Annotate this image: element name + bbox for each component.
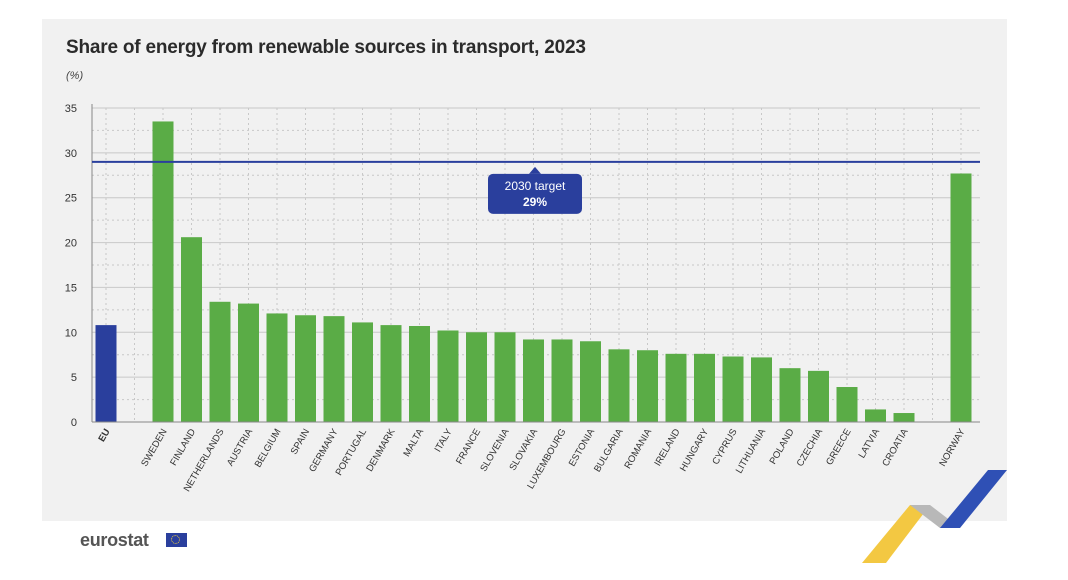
x-tick-label: CZECHIA	[795, 426, 826, 468]
x-tick-label: DENMARK	[364, 426, 398, 473]
x-tick-label: LATVIA	[857, 426, 883, 460]
x-tick-label: POLAND	[768, 427, 797, 466]
x-tick-label: FINLAND	[168, 427, 198, 468]
bar-belgium	[266, 313, 288, 422]
x-tick-label: SLOVAKIA	[507, 426, 540, 472]
bar-ireland	[665, 353, 687, 422]
bar-portugal	[352, 322, 373, 422]
x-tick-label: AUSTRIA	[225, 426, 255, 468]
target-value-label: 29%	[523, 195, 547, 209]
bar-bulgaria	[608, 349, 630, 422]
y-tick-label: 35	[65, 103, 77, 115]
x-tick-label: BULGARIA	[592, 426, 626, 474]
x-tick-label: CYPRUS	[710, 427, 739, 467]
bar-lithuania	[751, 357, 772, 422]
bar-malta	[409, 326, 430, 422]
bar-netherlands	[209, 301, 231, 422]
x-tick-label: BELGIUM	[253, 427, 284, 470]
bar-denmark	[380, 325, 402, 422]
x-tick-label: CROATIA	[880, 426, 911, 468]
x-tick-label: NORWAY	[937, 426, 968, 468]
x-tick-label: EU	[96, 427, 112, 444]
x-tick-label: ITALY	[433, 426, 455, 454]
bar-eu	[95, 325, 117, 422]
bar-czechia	[808, 370, 829, 422]
bar-greece	[836, 387, 858, 422]
eurostat-logo-text: eurostat	[80, 530, 149, 550]
bar-spain	[295, 315, 316, 422]
y-tick-label: 0	[71, 417, 77, 429]
eu-flag-icon	[166, 533, 187, 547]
chart-panel	[42, 19, 1007, 521]
bar-poland	[779, 368, 801, 422]
eurostat-corner-logo-icon	[862, 470, 1007, 563]
x-tick-label: ESTONIA	[567, 426, 598, 468]
x-tick-label: SWEDEN	[139, 427, 169, 469]
bar-finland	[181, 237, 202, 422]
bar-cyprus	[722, 356, 744, 422]
x-tick-label: SPAIN	[289, 427, 312, 457]
target-callout	[488, 173, 582, 214]
target-callout-pointer	[529, 166, 541, 174]
target-label: 2030 target	[505, 179, 566, 193]
bar-slovenia	[494, 332, 516, 422]
x-tick-label: HUNGARY	[678, 426, 712, 473]
x-tick-label: GREECE	[824, 427, 854, 467]
bar-sweden	[152, 121, 174, 422]
bar-romania	[637, 350, 658, 422]
y-tick-label: 5	[71, 372, 77, 384]
x-tick-label: LITHUANIA	[734, 426, 769, 475]
x-tick-label: MALTA	[401, 426, 426, 458]
bar-italy	[437, 330, 459, 422]
y-tick-label: 25	[65, 193, 77, 205]
bar-estonia	[580, 341, 601, 422]
x-tick-label: IRELAND	[652, 427, 682, 468]
bar-germany	[323, 316, 345, 422]
y-tick-label: 30	[65, 148, 77, 160]
y-tick-label: 20	[65, 238, 77, 250]
chart-title: Share of energy from renewable sources i…	[66, 37, 586, 58]
bar-luxembourg	[551, 339, 573, 422]
unit-label: (%)	[66, 70, 84, 82]
bar-hungary	[694, 353, 715, 422]
y-tick-label: 10	[65, 327, 77, 339]
bar-slovakia	[523, 339, 544, 422]
bar-france	[466, 332, 487, 422]
bar-latvia	[865, 409, 886, 422]
bar-croatia	[893, 413, 915, 422]
bar-austria	[238, 303, 259, 422]
x-tick-label: ROMANIA	[622, 426, 654, 470]
x-tick-label: FRANCE	[454, 427, 483, 466]
y-tick-label: 15	[65, 282, 77, 294]
bar-norway	[950, 173, 972, 422]
